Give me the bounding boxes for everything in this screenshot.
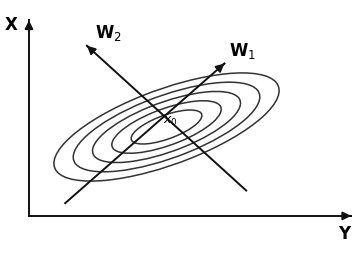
Text: W$_1$: W$_1$ xyxy=(229,41,256,61)
Text: x$_0$: x$_0$ xyxy=(163,115,178,129)
Text: Y: Y xyxy=(338,225,350,243)
Text: X: X xyxy=(4,17,17,34)
Text: W$_2$: W$_2$ xyxy=(95,23,122,43)
